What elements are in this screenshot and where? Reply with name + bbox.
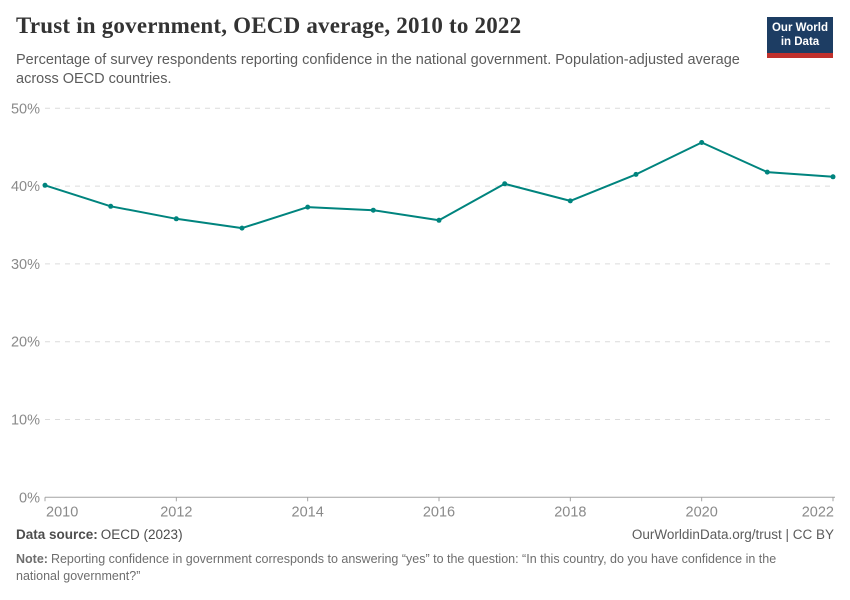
data-point-2014[interactable] xyxy=(305,204,311,210)
owid-logo-line1: Our World xyxy=(771,22,828,34)
page-title: Trust in government, OECD average, 2010 … xyxy=(16,13,522,38)
owid-logo-text: Our World in Data xyxy=(767,17,833,53)
data-point-2020[interactable] xyxy=(699,140,705,145)
x-axis-label: 2020 xyxy=(686,504,718,520)
data-point-2010[interactable] xyxy=(42,182,48,188)
data-point-2013[interactable] xyxy=(239,225,245,231)
owid-logo-accent-bar xyxy=(767,53,833,58)
owid-logo-line2: in Data xyxy=(780,35,820,48)
y-axis-label: 30% xyxy=(11,257,40,273)
data-point-2017[interactable] xyxy=(502,181,508,187)
y-axis-label: 20% xyxy=(11,335,40,351)
data-point-2012[interactable] xyxy=(173,216,179,222)
x-axis-label: 2010 xyxy=(46,504,78,520)
note-text: Reporting confidence in government corre… xyxy=(16,552,777,583)
y-axis-label: 40% xyxy=(11,179,40,195)
data-point-2015[interactable] xyxy=(370,207,376,213)
chart-subtitle: Percentage of survey respondents reporti… xyxy=(16,52,740,87)
data-point-2022[interactable] xyxy=(830,174,836,180)
y-axis-label: 0% xyxy=(19,490,40,506)
owid-attribution-link[interactable]: OurWorldinData.org/trust | CC BY xyxy=(631,527,834,542)
line-chart-svg[interactable]: 0% 10% 20% 30% 40% 50% 2010 2012 2014 2016 2018 202… xyxy=(0,95,850,520)
x-axis-label: 2014 xyxy=(292,504,324,520)
line-chart[interactable]: 0% 10% 20% 30% 40% 50% 2010 2012 2014 2016 2018 202… xyxy=(0,95,850,520)
owid-logo[interactable]: Our World in Data xyxy=(767,17,833,58)
data-source-label: Data source: xyxy=(16,527,98,542)
x-axis-label: 2018 xyxy=(554,504,586,520)
y-axis-label: 10% xyxy=(11,413,40,429)
y-axis-label: 50% xyxy=(11,101,40,117)
data-source-value: OECD (2023) xyxy=(100,527,183,542)
data-point-2019[interactable] xyxy=(633,171,639,177)
x-axis-label: 2016 xyxy=(423,504,455,520)
x-axis-label: 2022 xyxy=(802,504,834,520)
x-axis-label: 2012 xyxy=(160,504,192,520)
data-point-2021[interactable] xyxy=(764,169,770,175)
data-point-2016[interactable] xyxy=(436,217,442,223)
data-source-row: Data source: OECD (2023) xyxy=(16,527,183,542)
note-label: Note: xyxy=(16,552,48,566)
chart-note: Note: Reporting confidence in government … xyxy=(16,551,800,584)
data-point-2011[interactable] xyxy=(108,203,114,209)
trend-line xyxy=(44,141,834,230)
data-point-2018[interactable] xyxy=(567,198,573,204)
